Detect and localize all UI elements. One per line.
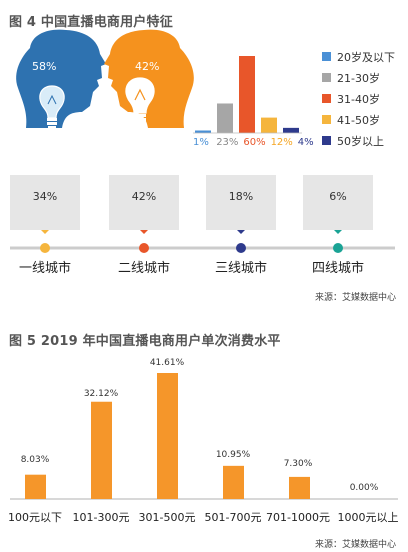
age-value-label: 23%: [216, 137, 239, 148]
tier-value-label: 42%: [131, 190, 157, 203]
age-bar-chart: [195, 56, 299, 133]
spend-category-label: 1000元以上: [337, 511, 399, 524]
light-bulb-icon: [125, 77, 155, 125]
legend-swatch: [322, 136, 331, 145]
tier-box: [109, 175, 179, 230]
age-bar: [283, 127, 299, 133]
spend-category-label: 701-1000元: [266, 511, 330, 524]
legend-label: 20岁及以下: [337, 50, 395, 64]
figure5-source: 来源：艾媒数据中心: [314, 540, 396, 550]
age-bar: [195, 130, 211, 133]
spend-value-label: 8.03%: [20, 455, 50, 465]
legend-swatch: [322, 52, 331, 61]
tier-marker: [333, 243, 343, 253]
spending-bar-chart: [25, 373, 310, 499]
legend-label: 21-30岁: [337, 71, 380, 85]
legend-swatch: [322, 115, 331, 124]
legend-item: 20岁及以下: [322, 46, 395, 67]
spend-bar: [223, 465, 244, 499]
age-bar: [217, 103, 233, 133]
gender-pct-label: 58%: [32, 60, 57, 73]
legend-swatch: [322, 94, 331, 103]
age-bar: [261, 117, 277, 133]
tier-category-label: 二线城市: [117, 261, 170, 276]
legend-label: 41-50岁: [337, 113, 380, 127]
tier-marker: [139, 243, 149, 253]
legend-label: 31-40岁: [337, 92, 380, 106]
spend-category-label: 101-300元: [72, 511, 130, 524]
tier-marker: [40, 243, 50, 253]
light-bulb-icon: [39, 85, 65, 129]
age-value-labels: 1% 23% 60% 12% 4%: [193, 137, 318, 148]
legend-item: 21-30岁: [322, 67, 395, 88]
spend-value-label: 41.61%: [149, 358, 185, 368]
legend-swatch: [322, 73, 331, 82]
figure4-source: 来源：艾媒数据中心: [314, 293, 396, 303]
spend-category-label: 501-700元: [204, 511, 262, 524]
spend-bar: [289, 476, 310, 499]
age-value-label: 60%: [243, 137, 266, 148]
legend-item: 50岁以上: [322, 130, 395, 151]
spend-value-label: 7.30%: [283, 459, 313, 469]
head-silhouette-icon: [104, 29, 194, 128]
tier-value-label: 6%: [329, 190, 347, 203]
spend-value-label: 32.12%: [83, 389, 119, 399]
age-value-label: 1%: [193, 137, 209, 148]
tier-box: [206, 175, 276, 230]
legend-item: 41-50岁: [322, 109, 395, 130]
figure4-title: 图 4 中国直播电商用户特征: [9, 15, 173, 30]
tier-category-label: 四线城市: [311, 261, 364, 276]
head-silhouette-icon: [16, 29, 106, 128]
legend-label: 50岁以上: [337, 134, 384, 148]
gender-pct-label: 42%: [135, 60, 160, 73]
tier-box: [10, 175, 80, 230]
tier-value-label: 34%: [32, 190, 58, 203]
age-value-label: 12%: [270, 137, 293, 148]
spend-bar: [157, 373, 178, 499]
age-legend: 20岁及以下 21-30岁 31-40岁 41-50岁 50岁以上: [322, 46, 395, 151]
age-value-label: 4%: [297, 137, 314, 148]
legend-item: 31-40岁: [322, 88, 395, 109]
tier-category-label: 一线城市: [18, 261, 71, 276]
spend-bar: [25, 474, 46, 499]
spend-category-label: 301-500元: [138, 511, 196, 524]
spend-value-label: 0.00%: [349, 483, 379, 493]
tier-marker: [236, 243, 246, 253]
figure5-title: 图 5 2019 年中国直播电商用户单次消费水平: [9, 334, 281, 349]
tier-box: [303, 175, 373, 230]
spend-category-label: 100元以下: [8, 511, 62, 524]
tier-value-label: 18%: [228, 190, 254, 203]
age-bar: [239, 56, 255, 133]
tier-category-label: 三线城市: [214, 261, 267, 276]
spend-bar: [91, 401, 112, 499]
spend-value-label: 10.95%: [215, 450, 251, 460]
